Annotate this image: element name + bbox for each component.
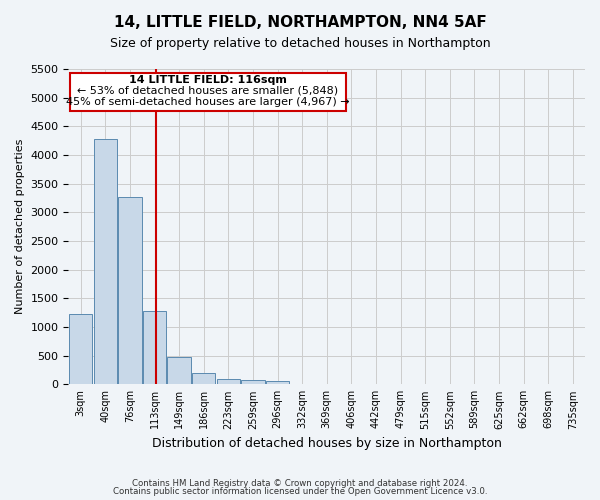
Bar	[143, 311, 166, 384]
Bar	[167, 357, 191, 384]
Text: ← 53% of detached houses are smaller (5,848): ← 53% of detached houses are smaller (5,…	[77, 86, 338, 96]
Bar	[192, 373, 215, 384]
Bar	[94, 139, 117, 384]
Bar	[118, 197, 142, 384]
X-axis label: Distribution of detached houses by size in Northampton: Distribution of detached houses by size …	[152, 437, 502, 450]
Bar	[69, 314, 92, 384]
Text: Size of property relative to detached houses in Northampton: Size of property relative to detached ho…	[110, 38, 490, 51]
Text: 45% of semi-detached houses are larger (4,967) →: 45% of semi-detached houses are larger (…	[66, 97, 350, 107]
Bar	[241, 380, 265, 384]
Y-axis label: Number of detached properties: Number of detached properties	[15, 139, 25, 314]
Bar	[217, 378, 240, 384]
Text: Contains public sector information licensed under the Open Government Licence v3: Contains public sector information licen…	[113, 487, 487, 496]
Text: Contains HM Land Registry data © Crown copyright and database right 2024.: Contains HM Land Registry data © Crown c…	[132, 478, 468, 488]
Text: 14 LITTLE FIELD: 116sqm: 14 LITTLE FIELD: 116sqm	[129, 76, 287, 86]
Text: 14, LITTLE FIELD, NORTHAMPTON, NN4 5AF: 14, LITTLE FIELD, NORTHAMPTON, NN4 5AF	[113, 15, 487, 30]
FancyBboxPatch shape	[70, 73, 346, 112]
Bar	[266, 381, 289, 384]
